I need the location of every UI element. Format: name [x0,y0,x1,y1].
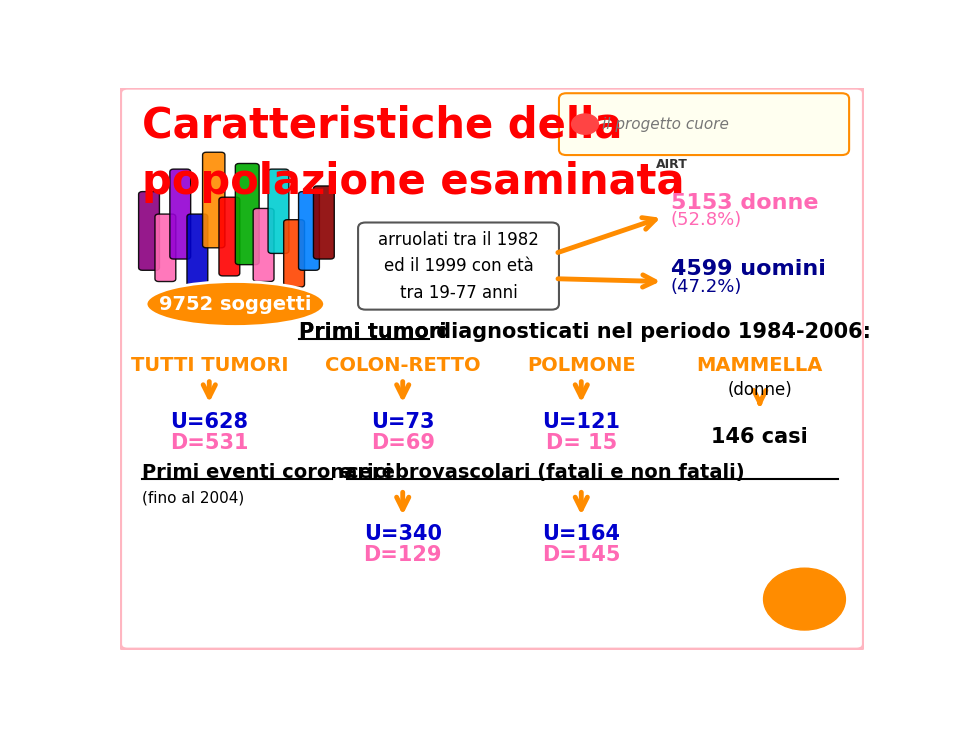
Text: e: e [332,463,359,482]
Text: cerebrovascolari (fatali e non fatali): cerebrovascolari (fatali e non fatali) [347,463,745,482]
Text: U=340: U=340 [364,524,442,545]
Text: popolazione esaminata: popolazione esaminata [142,161,684,203]
Ellipse shape [146,282,324,326]
Text: D=145: D=145 [542,545,620,565]
Text: arruolati tra il 1982
ed il 1999 con età
tra 19-77 anni: arruolati tra il 1982 ed il 1999 con età… [378,231,539,301]
FancyBboxPatch shape [284,220,304,287]
FancyBboxPatch shape [358,223,559,310]
FancyBboxPatch shape [138,191,159,270]
Text: diagnosticati nel periodo 1984-2006:: diagnosticati nel periodo 1984-2006: [429,322,871,342]
Text: COLON-RETTO: COLON-RETTO [324,356,481,375]
Text: TUTTI TUMORI: TUTTI TUMORI [131,356,288,375]
Text: U=73: U=73 [371,412,435,432]
FancyBboxPatch shape [299,191,320,270]
Text: AIRT: AIRT [656,158,687,171]
FancyBboxPatch shape [313,186,334,259]
Text: (52.8%): (52.8%) [670,211,742,228]
Text: U=121: U=121 [542,412,620,432]
Text: (donne): (donne) [728,381,792,399]
Text: (47.2%): (47.2%) [670,278,742,296]
FancyBboxPatch shape [559,93,849,155]
FancyBboxPatch shape [235,164,259,265]
Text: (fino al 2004): (fino al 2004) [142,491,245,505]
Text: D=129: D=129 [364,545,442,565]
Text: MAMMELLA: MAMMELLA [697,356,823,375]
Text: Primi tumori: Primi tumori [299,322,446,342]
Circle shape [763,568,846,630]
Text: il progetto cuore: il progetto cuore [602,117,729,131]
Text: U=628: U=628 [170,412,249,432]
Text: U=164: U=164 [542,524,620,545]
Text: 9752 soggetti: 9752 soggetti [159,294,312,313]
FancyBboxPatch shape [253,209,274,282]
Text: Caratteristiche della: Caratteristiche della [142,104,623,147]
Text: POLMONE: POLMONE [527,356,636,375]
Text: 146 casi: 146 casi [711,427,808,447]
Text: D= 15: D= 15 [545,433,617,453]
FancyBboxPatch shape [170,169,191,259]
Text: D=69: D=69 [371,433,435,453]
Text: 5153 donne: 5153 donne [670,193,818,213]
FancyBboxPatch shape [187,214,207,287]
Text: Primi tumori: Primi tumori [299,322,446,342]
FancyBboxPatch shape [203,153,225,247]
Text: 4599 uomini: 4599 uomini [670,259,826,279]
FancyBboxPatch shape [219,197,240,276]
FancyBboxPatch shape [268,169,289,253]
Circle shape [571,114,598,134]
FancyBboxPatch shape [155,214,176,282]
Text: D=531: D=531 [170,433,249,453]
FancyBboxPatch shape [120,88,864,650]
Text: Primi eventi coronarici: Primi eventi coronarici [142,463,393,482]
